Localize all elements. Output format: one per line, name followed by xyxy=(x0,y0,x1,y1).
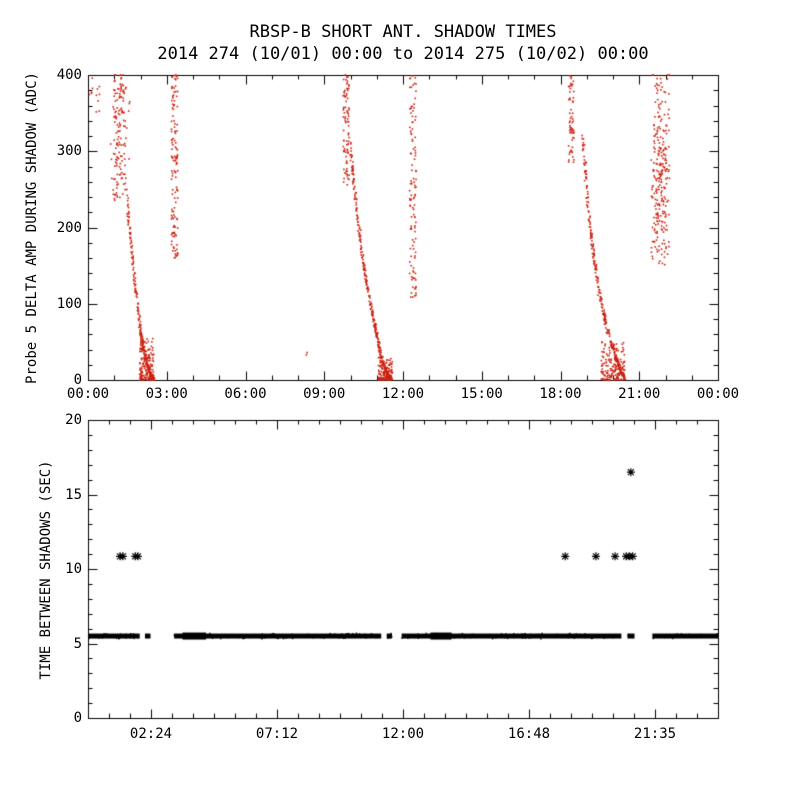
bottom-y-tick-label-1: 5 xyxy=(73,635,82,652)
top-y-tick-label-0: 0 xyxy=(73,372,82,388)
chart-subtitle: 2014 274 (10/01) 00:00 to 2014 275 (10/0… xyxy=(157,44,649,64)
bottom-y-tick-label-0: 0 xyxy=(73,710,82,726)
top-y-tick-label-2: 200 xyxy=(56,219,82,236)
top-x-tick-label-7: 21:00 xyxy=(618,386,661,402)
top-x-tick-label-6: 18:00 xyxy=(539,386,582,402)
top-x-tick-label-2: 06:00 xyxy=(224,386,267,402)
top-x-tick-label-4: 12:00 xyxy=(381,386,425,402)
bottom-x-tick-label-4: 21:35 xyxy=(633,726,677,742)
top-x-tick-label-8: 00:00 xyxy=(696,386,740,402)
bottom-y-tick-label-3: 15 xyxy=(65,486,82,503)
top-y-tick-label-3: 300 xyxy=(56,143,82,160)
top-y-tick-label-1: 100 xyxy=(56,295,82,312)
top-y-tick-label-4: 400 xyxy=(56,67,82,83)
bottom-y-tick-label-4: 20 xyxy=(65,412,82,428)
chart-title: RBSP-B SHORT ANT. SHADOW TIMES xyxy=(249,22,557,42)
top-x-tick-label-1: 03:00 xyxy=(145,386,188,402)
bottom-x-tick-label-0: 02:24 xyxy=(129,726,173,742)
bottom-x-tick-label-2: 12:00 xyxy=(381,726,425,742)
top-x-tick-label-3: 09:00 xyxy=(303,386,346,402)
top-x-tick-label-0: 00:00 xyxy=(66,386,110,402)
top-x-tick-label-5: 15:00 xyxy=(460,386,503,402)
bottom-x-tick-label-1: 07:12 xyxy=(255,726,299,742)
bottom-x-tick-label-3: 16:48 xyxy=(507,726,551,742)
bottom-y-tick-label-2: 10 xyxy=(65,561,82,577)
